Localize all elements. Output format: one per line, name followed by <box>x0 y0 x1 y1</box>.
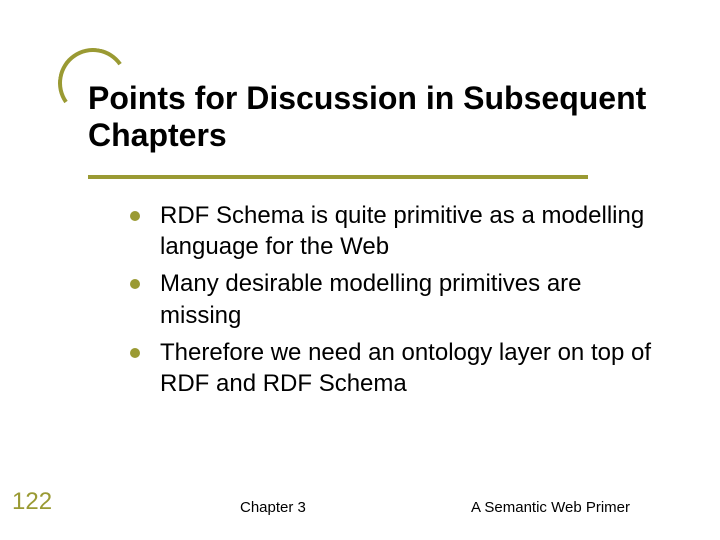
slide-number: 122 <box>12 488 52 516</box>
title-underline <box>88 175 588 179</box>
list-item: RDF Schema is quite primitive as a model… <box>130 200 660 262</box>
footer-chapter: Chapter 3 <box>240 499 306 516</box>
footer-book-title: A Semantic Web Primer <box>471 499 630 516</box>
slide: Points for Discussion in Subsequent Chap… <box>0 0 720 540</box>
bullet-text: Many desirable modelling primitives are … <box>160 268 660 330</box>
bullet-dot-icon <box>130 211 140 221</box>
bullet-dot-icon <box>130 279 140 289</box>
slide-title: Points for Discussion in Subsequent Chap… <box>88 80 680 154</box>
bullet-text: Therefore we need an ontology layer on t… <box>160 337 660 399</box>
bullet-text: RDF Schema is quite primitive as a model… <box>160 200 660 262</box>
list-item: Therefore we need an ontology layer on t… <box>130 337 660 399</box>
bullet-list: RDF Schema is quite primitive as a model… <box>130 200 660 405</box>
bullet-dot-icon <box>130 348 140 358</box>
list-item: Many desirable modelling primitives are … <box>130 268 660 330</box>
